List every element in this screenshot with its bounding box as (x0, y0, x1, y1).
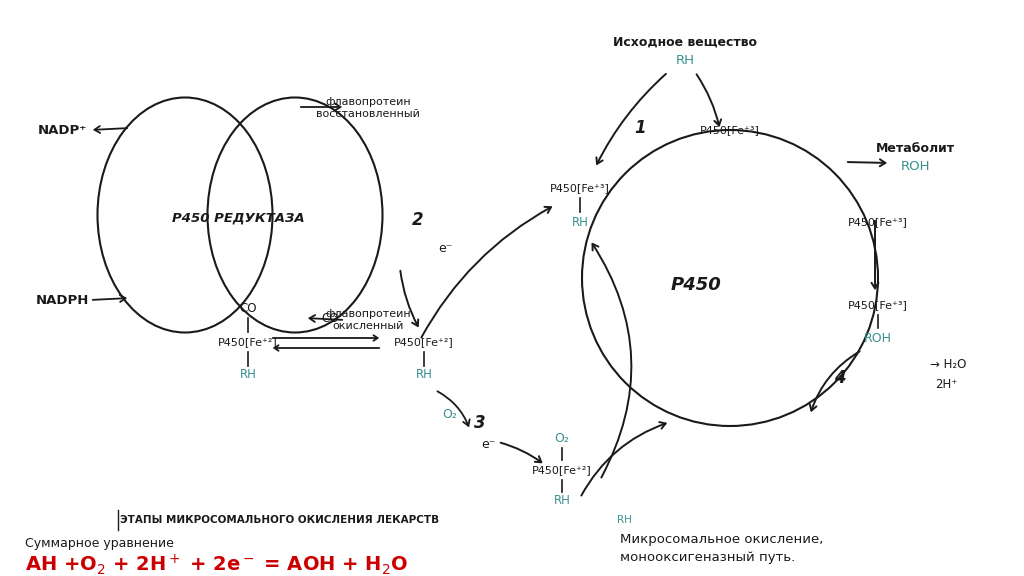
Text: ROH: ROH (900, 160, 930, 172)
Text: Исходное вещество: Исходное вещество (613, 36, 757, 48)
Text: 1: 1 (634, 119, 646, 137)
Text: NADP⁺: NADP⁺ (37, 123, 87, 137)
Text: RH: RH (240, 367, 256, 381)
Text: ROH: ROH (864, 332, 892, 344)
Text: 2H⁺: 2H⁺ (935, 378, 957, 392)
Text: e⁻: e⁻ (438, 241, 453, 255)
Text: RH: RH (416, 367, 432, 381)
Text: Суммарное уравнение: Суммарное уравнение (25, 536, 174, 550)
Text: флавопротеин
восстановленный: флавопротеин восстановленный (316, 97, 420, 119)
Text: RH: RH (676, 54, 694, 66)
Text: P450[Fe⁺²]: P450[Fe⁺²] (218, 337, 278, 347)
Text: ЭТАПЫ МИКРОСОМАЛЬНОГО ОКИСЛЕНИЯ ЛЕКАРСТВ: ЭТАПЫ МИКРОСОМАЛЬНОГО ОКИСЛЕНИЯ ЛЕКАРСТВ (120, 515, 439, 525)
Text: Метаболит: Метаболит (876, 142, 954, 154)
Text: O₂: O₂ (442, 408, 458, 422)
Text: CO: CO (240, 301, 257, 314)
Text: P450[Fe⁺³]: P450[Fe⁺³] (848, 300, 908, 310)
Text: Микросомальное окисление,
монооксигеназный путь.: Микросомальное окисление, монооксигеназн… (620, 532, 823, 563)
Text: P450[Fe⁺²]: P450[Fe⁺²] (532, 465, 592, 475)
Text: RH: RH (554, 494, 570, 506)
Text: O₂: O₂ (555, 431, 569, 445)
Text: флавопротеин
окисленный: флавопротеин окисленный (326, 309, 411, 331)
Text: RH: RH (571, 215, 589, 229)
Text: P450 РЕДУКТАЗА: P450 РЕДУКТАЗА (172, 211, 304, 225)
Text: P450[Fe⁺³]: P450[Fe⁺³] (700, 125, 760, 135)
Text: P450[Fe⁺²]: P450[Fe⁺²] (394, 337, 454, 347)
Text: CO: CO (322, 312, 339, 324)
Text: АН +O$_2$ + 2H$^+$ + 2e$^-$ = АОН + H$_2$O: АН +O$_2$ + 2H$^+$ + 2e$^-$ = АОН + H$_2… (25, 553, 409, 576)
Text: P450: P450 (671, 276, 721, 294)
Text: P450[Fe⁺³]: P450[Fe⁺³] (848, 217, 908, 227)
Text: NADPH: NADPH (35, 294, 89, 306)
Text: 2: 2 (413, 211, 424, 229)
Text: 3: 3 (474, 414, 485, 432)
Text: 4: 4 (835, 369, 846, 387)
Text: → H₂O: → H₂O (930, 358, 967, 372)
Text: e⁻: e⁻ (481, 438, 496, 452)
Text: RH: RH (617, 515, 632, 525)
Text: P450[Fe⁺³]: P450[Fe⁺³] (550, 183, 610, 193)
